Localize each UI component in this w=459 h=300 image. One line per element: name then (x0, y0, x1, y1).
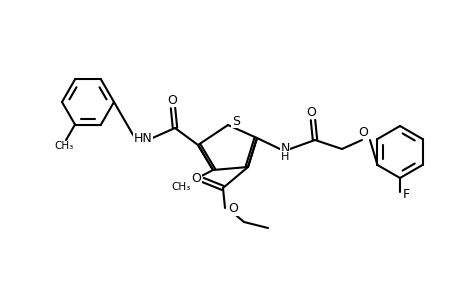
Text: S: S (231, 115, 240, 128)
Text: H: H (280, 152, 289, 162)
Text: CH₃: CH₃ (54, 141, 73, 151)
Text: O: O (190, 172, 201, 184)
Text: O: O (305, 106, 315, 118)
Text: F: F (402, 188, 409, 202)
Text: O: O (228, 202, 237, 215)
Text: HN: HN (133, 131, 152, 145)
Text: N: N (280, 142, 289, 154)
Text: CH₃: CH₃ (171, 182, 190, 192)
Text: O: O (167, 94, 177, 106)
Text: O: O (357, 125, 367, 139)
